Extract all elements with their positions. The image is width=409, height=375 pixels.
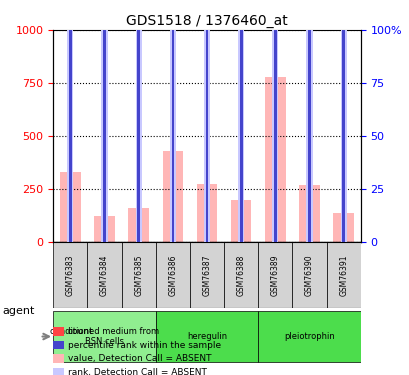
Bar [171, 0, 174, 242]
Text: value, Detection Call = ABSENT: value, Detection Call = ABSENT [67, 354, 211, 363]
Bar [67, 0, 73, 242]
FancyBboxPatch shape [292, 242, 326, 308]
FancyBboxPatch shape [155, 311, 258, 362]
Bar [342, 0, 344, 242]
Bar [204, 0, 209, 242]
FancyBboxPatch shape [258, 242, 292, 308]
FancyBboxPatch shape [121, 242, 155, 308]
Bar [196, 183, 217, 242]
Title: GDS1518 / 1376460_at: GDS1518 / 1376460_at [126, 13, 287, 28]
Bar [340, 0, 346, 242]
Text: GSM76383: GSM76383 [66, 254, 75, 296]
Bar [94, 216, 115, 242]
FancyBboxPatch shape [258, 311, 360, 362]
Bar [239, 0, 242, 242]
Text: GSM76388: GSM76388 [236, 254, 245, 296]
Bar [306, 0, 312, 242]
Text: GSM76385: GSM76385 [134, 254, 143, 296]
Bar [101, 0, 107, 242]
Bar [128, 208, 148, 242]
Text: GSM76384: GSM76384 [100, 254, 109, 296]
Bar [272, 0, 278, 242]
Bar [205, 0, 208, 242]
Text: rank, Detection Call = ABSENT: rank, Detection Call = ABSENT [67, 368, 206, 375]
Text: agent: agent [2, 306, 34, 316]
Text: heregulin: heregulin [187, 332, 227, 341]
Text: GSM76391: GSM76391 [338, 254, 347, 296]
FancyBboxPatch shape [224, 242, 258, 308]
Text: GSM76386: GSM76386 [168, 254, 177, 296]
FancyBboxPatch shape [53, 242, 87, 308]
Bar [333, 213, 353, 242]
Bar [230, 201, 251, 242]
Bar [238, 0, 244, 242]
Bar [299, 184, 319, 242]
Bar [60, 172, 81, 242]
Text: percentile rank within the sample: percentile rank within the sample [67, 340, 220, 350]
FancyBboxPatch shape [189, 242, 224, 308]
Text: pleiotrophin: pleiotrophin [283, 332, 334, 341]
Text: conditioned medium from
BSN cells: conditioned medium from BSN cells [50, 327, 159, 346]
Bar [69, 172, 72, 242]
FancyBboxPatch shape [87, 242, 121, 308]
Bar [169, 0, 175, 242]
Bar [103, 0, 106, 242]
Bar [265, 76, 285, 242]
Text: GSM76387: GSM76387 [202, 254, 211, 296]
Text: GSM76389: GSM76389 [270, 254, 279, 296]
FancyBboxPatch shape [53, 311, 155, 362]
Text: GSM76390: GSM76390 [304, 254, 313, 296]
Text: count: count [67, 327, 93, 336]
Bar [308, 0, 310, 242]
FancyBboxPatch shape [326, 242, 360, 308]
Bar [162, 151, 183, 242]
Bar [137, 0, 140, 242]
Bar [69, 0, 72, 242]
FancyBboxPatch shape [155, 242, 189, 308]
Bar [273, 0, 276, 242]
Bar [135, 0, 142, 242]
